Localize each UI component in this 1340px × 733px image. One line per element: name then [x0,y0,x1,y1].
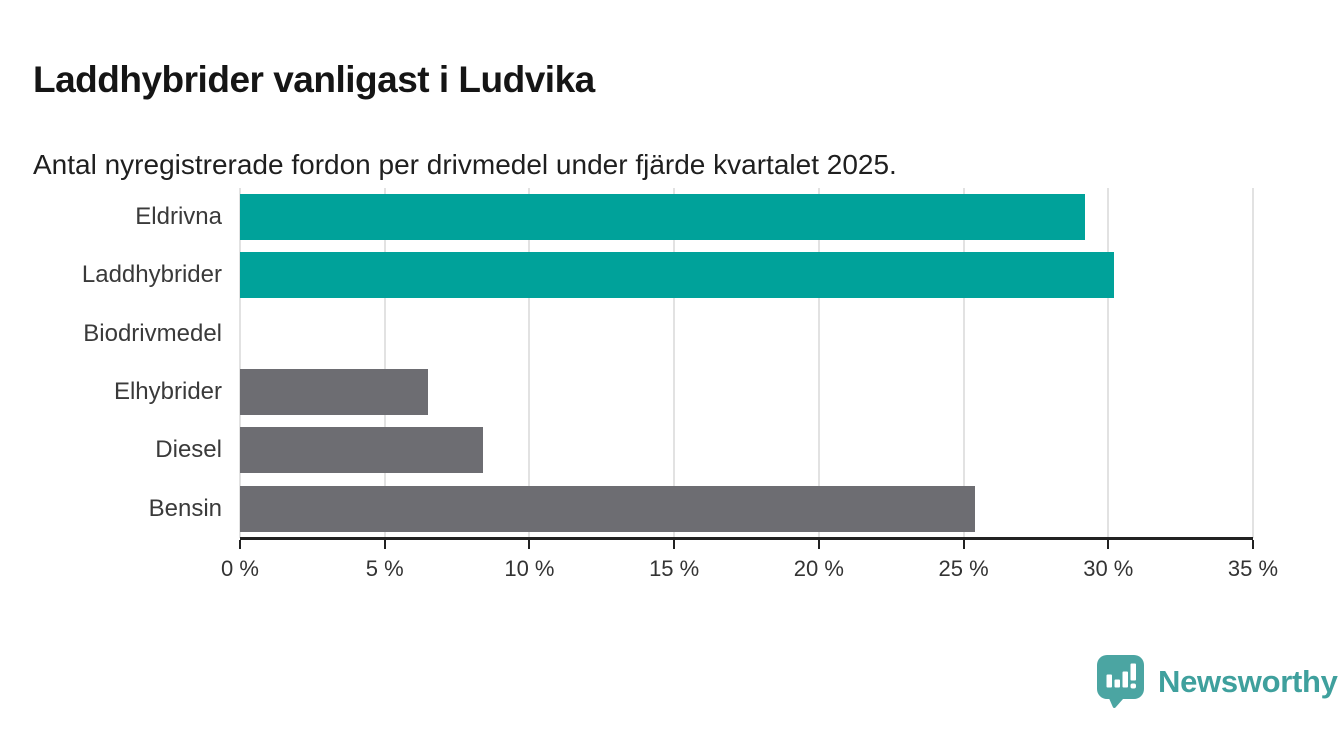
x-tick-label: 30 % [1083,556,1134,581]
gridline [1252,188,1254,538]
chart-row: Eldrivna [0,188,1253,246]
gridline [1107,188,1110,538]
x-tick-label: 35 % [1227,556,1279,581]
bar-laddhybrider [240,252,1115,299]
x-tick-label: 15 % [649,556,700,581]
x-tick-label: 20 % [793,556,844,581]
bar-track [240,311,1253,357]
x-tick [383,540,386,549]
page-title: Laddhybrider vanligast i Ludvika [33,58,595,100]
category-label: Laddhybrider [81,261,222,289]
bar-chart-speech-bubble-icon [1097,655,1144,708]
bar-track [240,194,1253,241]
gridline [528,188,531,538]
brand-logo: Newsworthy [1096,654,1338,709]
x-tick [239,540,241,549]
gridline [962,188,965,538]
bar-bensin [240,485,976,532]
category-label: Elhybrider [113,378,222,406]
bar-track [240,252,1253,299]
category-label: Eldrivna [135,203,222,231]
x-tick-label: 10 % [504,556,555,581]
gridlines [239,188,1254,538]
chart-row: Bensin [0,480,1253,538]
x-tick [1107,540,1110,549]
chart-rows: Eldrivna Laddhybrider Biodrivmedel Elhybrid… [0,188,1253,538]
gridline [383,188,386,538]
bar-diesel [240,427,484,474]
chart-row: Biodrivmedel [0,305,1253,363]
speech-bubble-shape [1097,655,1144,708]
x-axis: 0 % 5 % 10 % 15 % 20 % 25 % 30 % 35 % [221,537,1278,581]
bar-track [240,427,1253,474]
bar-eldrivna [240,194,1086,241]
x-tick-label: 5 % [365,556,404,581]
x-tick-label: 25 % [938,556,989,581]
bar-elhybrider [240,369,429,416]
bar-track [240,369,1253,416]
category-label: Bensin [148,494,222,522]
gridline [817,188,820,538]
x-tick [962,540,965,549]
gridline [239,188,241,538]
page-subtitle: Antal nyregistrerade fordon per drivmede… [33,149,897,180]
chart-row: Laddhybrider [0,246,1253,304]
category-label: Diesel [155,436,222,464]
bar-track [240,485,1253,532]
x-tick [528,540,531,549]
x-tick [817,540,820,549]
x-tick [1252,540,1254,549]
brand-name: Newsworthy [1158,663,1338,699]
x-tick [673,540,676,549]
x-tick-label: 0 % [221,556,259,581]
chart-row: Elhybrider [0,363,1253,421]
chart-row: Diesel [0,421,1253,479]
category-label: Biodrivmedel [83,319,222,347]
gridline [673,188,676,538]
